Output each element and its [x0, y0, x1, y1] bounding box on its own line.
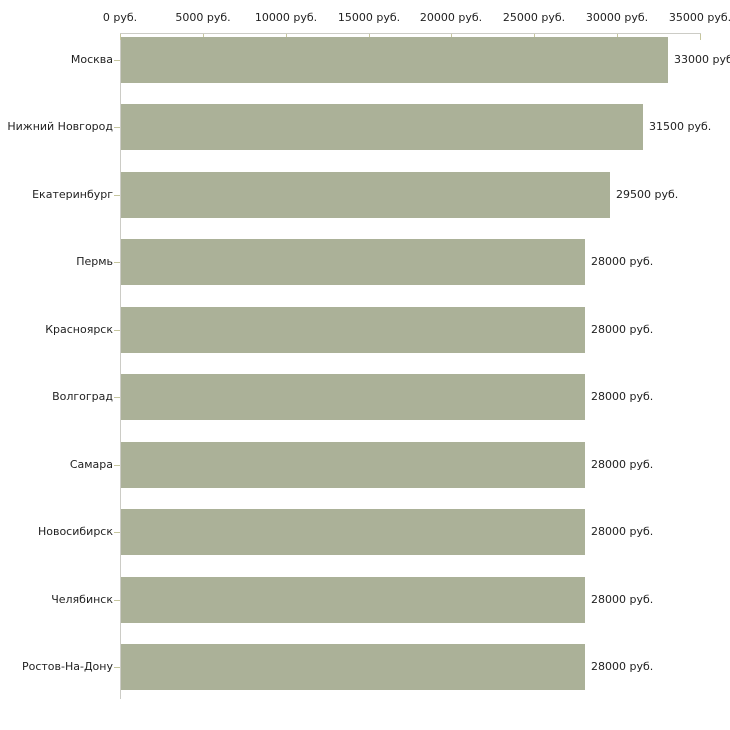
bar	[121, 172, 610, 218]
x-axis-tick-label: 0 руб.	[102, 11, 138, 24]
y-axis-tick	[114, 127, 120, 128]
value-label: 28000 руб.	[591, 390, 654, 403]
y-axis-tick	[114, 60, 120, 61]
y-axis-tick	[114, 397, 120, 398]
category-label: Екатеринбург	[32, 188, 113, 201]
category-label: Новосибирск	[37, 525, 113, 538]
bar	[121, 374, 585, 420]
y-axis-tick	[114, 330, 120, 331]
category-label: Волгоград	[52, 390, 113, 403]
value-label: 28000 руб.	[591, 593, 654, 606]
bar	[121, 307, 585, 353]
bar	[121, 37, 668, 83]
y-axis-line	[120, 33, 121, 699]
bar	[121, 104, 643, 150]
y-axis-tick	[114, 262, 120, 263]
bar	[121, 442, 585, 488]
value-label: 28000 руб.	[591, 458, 654, 471]
category-label: Челябинск	[51, 593, 113, 606]
x-axis-tick-label: 5000 руб.	[175, 11, 231, 24]
x-axis-tick-label: 25000 руб.	[502, 11, 566, 24]
category-label: Нижний Новгород	[7, 120, 113, 133]
x-axis-tick	[700, 34, 701, 40]
y-axis-tick	[114, 465, 120, 466]
x-axis-tick-label: 15000 руб.	[337, 11, 401, 24]
x-axis-tick-label: 20000 руб.	[419, 11, 483, 24]
value-label: 28000 руб.	[591, 255, 654, 268]
category-label: Пермь	[76, 255, 113, 268]
category-label: Красноярск	[45, 323, 113, 336]
category-label: Самара	[69, 458, 113, 471]
value-label: 28000 руб.	[591, 660, 654, 673]
category-label: Ростов-На-Дону	[21, 660, 113, 673]
bar	[121, 577, 585, 623]
y-axis-tick	[114, 667, 120, 668]
bar	[121, 239, 585, 285]
x-axis-tick-label: 35000 руб.	[668, 11, 730, 24]
value-label: 29500 руб.	[616, 188, 679, 201]
value-label: 28000 руб.	[591, 525, 654, 538]
bar	[121, 509, 585, 555]
x-axis-tick	[120, 34, 121, 40]
x-axis-tick-label: 10000 руб.	[254, 11, 318, 24]
value-label: 33000 руб	[674, 53, 730, 66]
value-label: 28000 руб.	[591, 323, 654, 336]
x-axis-line	[120, 33, 701, 34]
y-axis-tick	[114, 195, 120, 196]
bar	[121, 644, 585, 690]
category-label: Москва	[70, 53, 113, 66]
value-label: 31500 руб.	[649, 120, 712, 133]
x-axis-tick-label: 30000 руб.	[585, 11, 649, 24]
y-axis-tick	[114, 532, 120, 533]
y-axis-tick	[114, 600, 120, 601]
